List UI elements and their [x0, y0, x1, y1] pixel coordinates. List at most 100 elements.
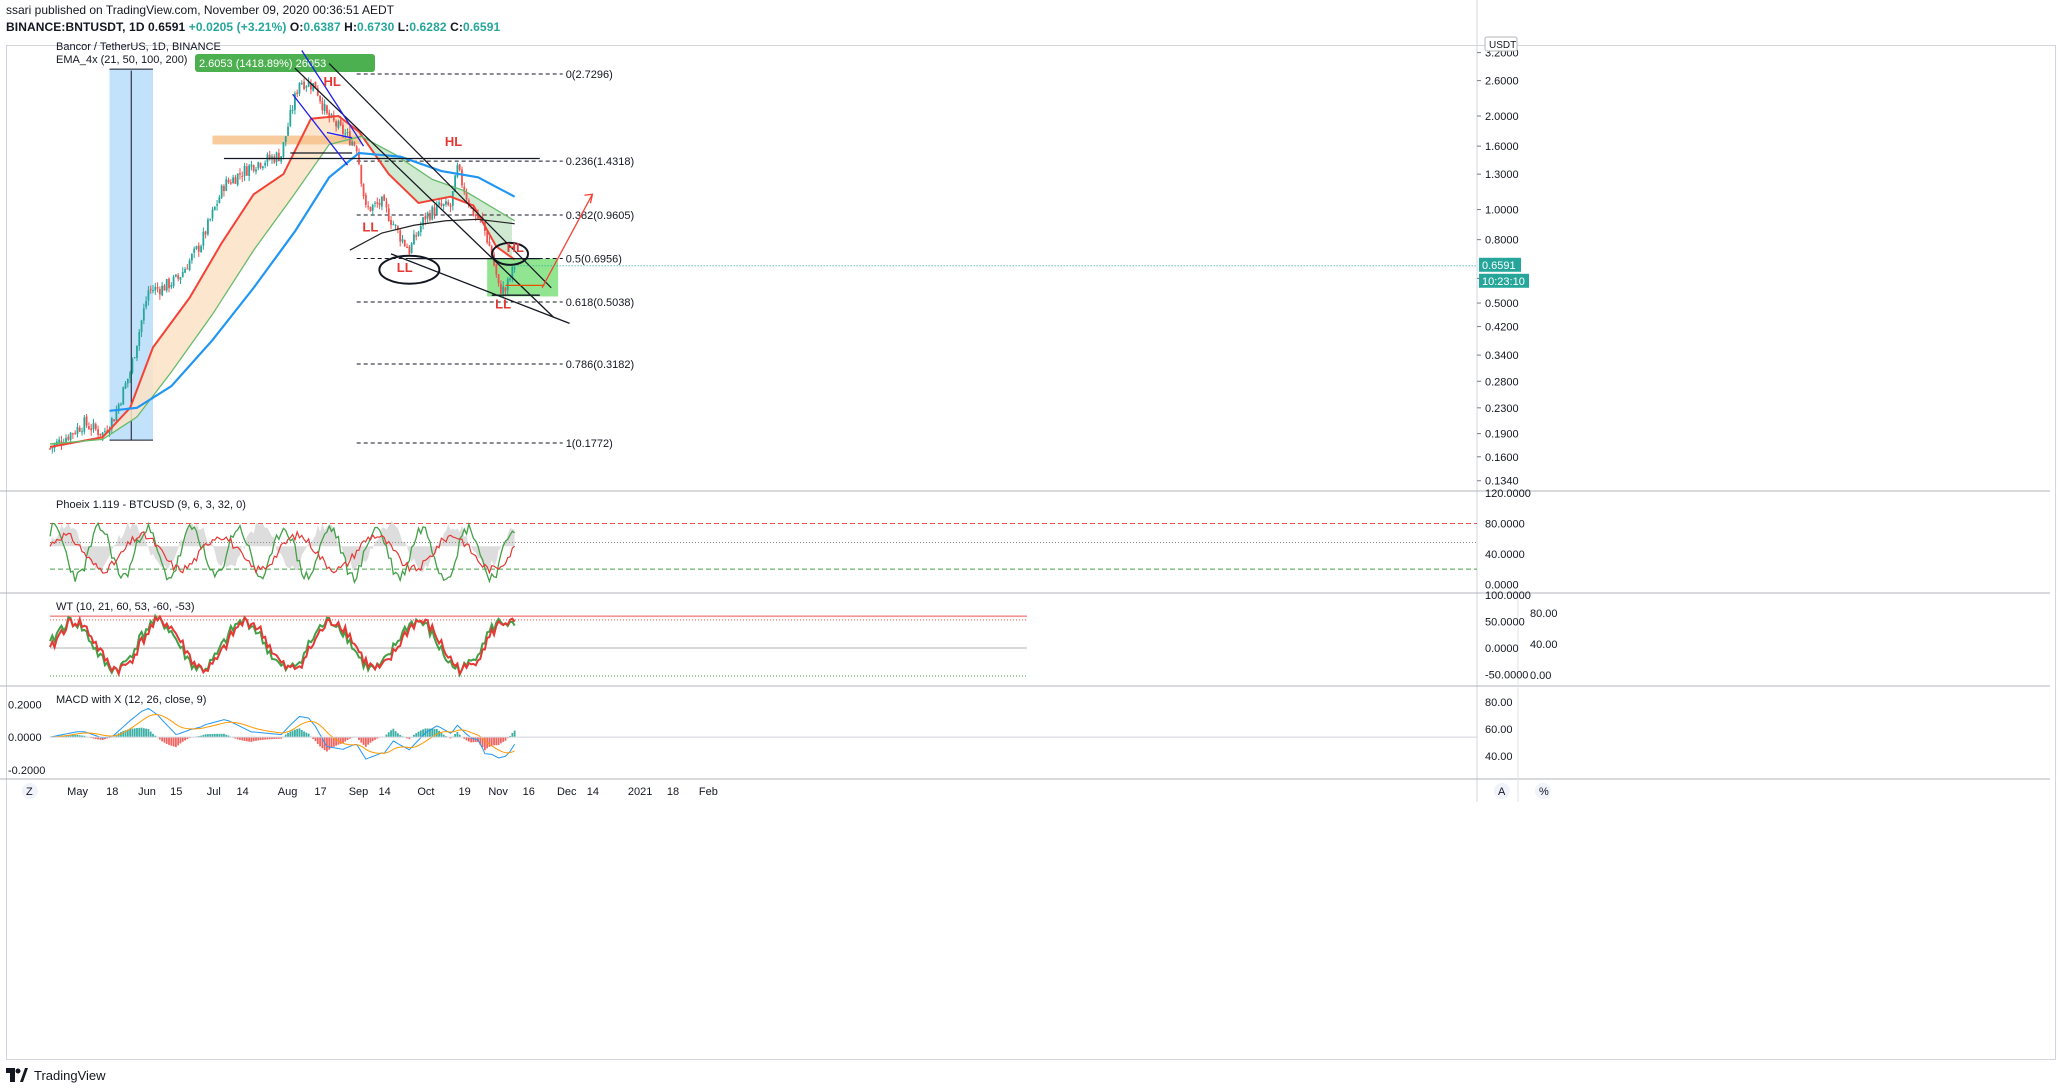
macd-histogram-bar: [511, 733, 514, 738]
macd-histogram-bar: [408, 737, 411, 740]
symbol[interactable]: BINANCE:BNTUSDT: [6, 20, 123, 34]
candle-body: [328, 112, 331, 119]
macd-histogram-bar: [259, 737, 262, 741]
candle-body: [406, 246, 408, 249]
price-axis[interactable]: 3.20002.60002.00001.60001.30001.00000.80…: [1477, 48, 1519, 488]
candle-body: [380, 196, 383, 207]
macd-line: [49, 707, 516, 760]
macd-histogram-bar: [204, 734, 207, 738]
candle-body: [239, 173, 241, 175]
macd-histogram-bar: [266, 737, 269, 740]
candle-body: [399, 230, 402, 242]
macd-histogram-bar: [181, 737, 184, 742]
macd-histogram-bar: [129, 728, 132, 738]
macd-histogram-bar: [239, 737, 241, 740]
candle-body: [220, 185, 223, 198]
trendlines[interactable]: [223, 50, 594, 325]
candle-body: [332, 114, 335, 121]
price-tick-label: 2.6000: [1485, 76, 1519, 88]
macd-right-tick: 40.00: [1485, 751, 1513, 763]
tradingview-brand[interactable]: TradingView: [34, 1067, 106, 1083]
candle-body: [126, 378, 129, 384]
candle-body: [376, 202, 379, 204]
low-label: L:: [397, 20, 410, 34]
macd-histogram-bar: [284, 734, 287, 738]
macd-histogram-bar: [97, 737, 99, 740]
macd-histogram-bar: [76, 734, 79, 738]
macd-histogram-bar: [413, 734, 415, 738]
currency-badge[interactable]: USDT: [1484, 36, 1518, 52]
axis-button-%[interactable]: [1535, 783, 1551, 799]
macd-histogram-bar: [158, 737, 161, 740]
candle-body: [447, 201, 450, 206]
macd-histogram-bar: [467, 737, 470, 742]
macd-histogram-bar: [133, 728, 136, 738]
macd-histogram-bar: [67, 735, 70, 738]
candle-body: [268, 154, 271, 160]
macd-histogram-bar: [458, 734, 461, 738]
fib-label-0.382: 0.382(0.9605): [566, 210, 635, 222]
macd-left-tick: 0.0000: [8, 732, 42, 744]
phoeix-fast-line: [49, 521, 515, 585]
macd-histogram-bar: [477, 737, 479, 742]
candle-body: [204, 231, 207, 235]
macd-histogram-bar: [321, 737, 324, 749]
ema-line-2: [109, 151, 516, 412]
time-tick-label: 14: [587, 786, 599, 798]
candle-body: [195, 246, 198, 249]
axis-button-Z[interactable]: [22, 783, 38, 799]
candle-body: [435, 204, 438, 215]
time-tick-label: Sep: [349, 786, 369, 798]
wt-right-tick: 40.00: [1530, 639, 1558, 651]
macd-histogram-bar: [470, 737, 473, 743]
chart-frame: [6, 45, 2056, 1060]
phoeix-slow-line: [49, 529, 515, 575]
time-tick-label: 15: [170, 786, 182, 798]
macd-histogram-bar: [328, 737, 331, 750]
candle-body: [385, 201, 388, 208]
macd-histogram-bar: [179, 737, 182, 744]
projection-arrow-up: [541, 193, 594, 289]
macd-histogram-bar: [83, 735, 86, 738]
candle-body: [184, 269, 186, 273]
candle-body: [442, 204, 445, 206]
wt-tick: 50.0000: [1485, 616, 1525, 628]
macd-histogram-bar: [177, 737, 180, 746]
price-tick-label: 1.3000: [1485, 169, 1519, 181]
macd-histogram-bar: [502, 737, 505, 742]
interval[interactable]: 1D: [129, 20, 145, 34]
macd-histogram-bar: [364, 737, 367, 747]
macd-histogram-bar: [294, 729, 296, 738]
macd-histogram-bar: [433, 728, 436, 738]
axis-button-A[interactable]: [1494, 783, 1510, 799]
candle-body: [261, 166, 264, 169]
candle-body: [305, 86, 308, 88]
candle-body: [300, 82, 303, 84]
macd-histogram-bar: [218, 733, 221, 738]
candle-body: [477, 214, 479, 219]
time-axis[interactable]: May 18 Jun 15 Jul 14 Aug 17 Sep 14 Oct 19 Nov 16 Dec 14…: [22, 783, 1551, 799]
candle-body: [367, 205, 370, 207]
macd-histogram-bar: [300, 729, 303, 738]
candle-body: [142, 308, 145, 321]
phoeix-tick: 120.0000: [1485, 488, 1531, 500]
candle-body: [236, 173, 239, 185]
high-value: 0.6730: [357, 20, 395, 34]
macd-histogram-bar: [305, 732, 308, 738]
candle-body: [472, 206, 475, 216]
candle-body: [229, 182, 232, 184]
macd-histogram-bar: [371, 737, 374, 742]
macd-histogram-bar: [142, 728, 145, 738]
macd-histogram-bar: [268, 737, 271, 740]
candle-body: [323, 104, 326, 111]
countdown-label: 10:23:10: [1482, 276, 1525, 288]
chart-structure: [0, 0, 2050, 802]
candle-body: [257, 162, 260, 169]
macd-histogram-bar: [264, 737, 267, 740]
long-downtrend: [328, 63, 552, 289]
candle-body: [92, 422, 95, 430]
candle-body: [58, 439, 61, 443]
macd-histogram-bar: [236, 737, 239, 740]
candle-body: [88, 426, 90, 430]
